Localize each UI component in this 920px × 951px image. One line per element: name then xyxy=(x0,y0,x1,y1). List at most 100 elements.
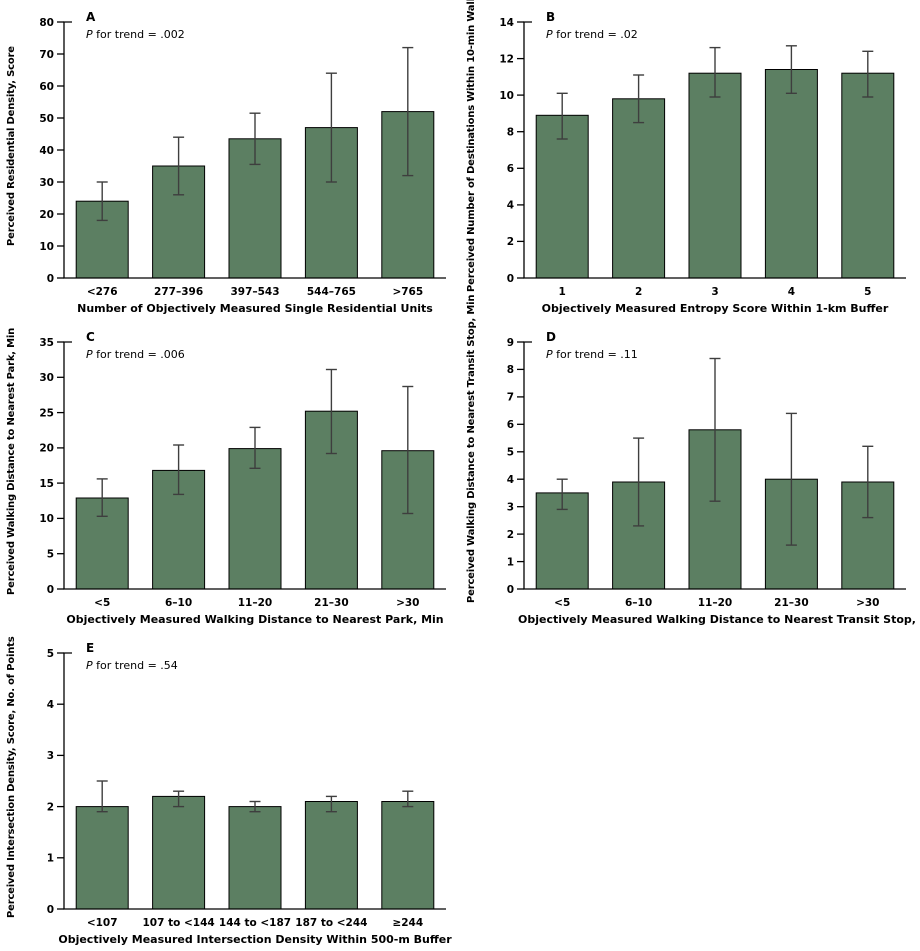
y-tick-label: 2 xyxy=(507,529,514,541)
bar xyxy=(381,801,435,910)
bar xyxy=(152,795,206,910)
y-tick-label: 4 xyxy=(47,699,54,711)
y-axis-title-b: Perceived Number of Destinations Within … xyxy=(466,0,477,292)
y-tick-label: 30 xyxy=(39,372,54,384)
x-tick-label: 3 xyxy=(711,286,718,298)
bar xyxy=(228,806,282,910)
x-tick-label: <5 xyxy=(94,597,110,609)
x-tick-label: 107 to <144 xyxy=(143,917,215,929)
chart-A: <276 277–396 397–543 544–765 >765 0 10 20 30 40 50… xyxy=(39,17,446,298)
y-axis-title-e: Perceived Intersection Density, Score, N… xyxy=(6,636,17,918)
y-tick-label: 8 xyxy=(507,127,514,139)
y-axis-title-d: Perceived Walking Distance to Nearest Tr… xyxy=(466,294,477,603)
x-tick-label: >30 xyxy=(856,597,879,609)
bar xyxy=(841,72,895,279)
x-tick-label: <276 xyxy=(87,286,118,298)
y-tick-label: 20 xyxy=(39,443,54,455)
y-tick-label: 2 xyxy=(47,801,54,813)
y-tick-label: 50 xyxy=(39,113,54,125)
chart-C: <5 6–10 11–20 21–30 >30 0 5 10 15 20 25 30 35 xyxy=(39,337,446,609)
x-tick-label: 4 xyxy=(788,286,795,298)
y-tick-label: 12 xyxy=(499,53,514,65)
y-tick-label: 9 xyxy=(507,337,514,349)
y-tick-label: 40 xyxy=(39,145,54,157)
x-tick-label: 544–765 xyxy=(307,286,356,298)
y-tick-label: 30 xyxy=(39,177,54,189)
x-tick-label: 21–30 xyxy=(314,597,348,609)
y-tick-label: 1 xyxy=(47,853,54,865)
x-axis-title-c: Objectively Measured Walking Distance to… xyxy=(66,613,444,626)
y-tick-label: 60 xyxy=(39,81,54,93)
x-tick-label: 1 xyxy=(559,286,566,298)
panel-d: <5 6–10 11–20 21–30 >30 0 1 2 3 4 5 6 7 8 9 D P for tr… xyxy=(460,294,920,631)
x-tick-label: 11–20 xyxy=(238,597,272,609)
x-tick-label: 11–20 xyxy=(698,597,732,609)
x-tick-label: 277–396 xyxy=(154,286,203,298)
panel-a: <276 277–396 397–543 544–765 >765 0 10 20 30 40 50… xyxy=(0,0,460,320)
y-tick-label: 14 xyxy=(499,17,514,29)
bar xyxy=(612,98,666,279)
y-tick-label: 6 xyxy=(507,163,514,175)
bar xyxy=(228,448,282,590)
x-tick-label: 187 to <244 xyxy=(295,917,367,929)
y-tick-label: 7 xyxy=(507,392,514,404)
y-tick-label: 25 xyxy=(39,407,54,419)
chart-E: <107 107 to <144 144 to <187 187 to <244 ≥24… xyxy=(47,648,446,929)
panel-c: <5 6–10 11–20 21–30 >30 0 5 10 15 20 25 30 35 C P fo… xyxy=(0,320,460,631)
x-axis-title-a: Number of Objectively Measured Single Re… xyxy=(77,302,433,315)
y-tick-label: 35 xyxy=(39,337,54,349)
panel-e: <107 107 to <144 144 to <187 187 to <244 ≥24… xyxy=(0,631,460,951)
x-tick-label: 6–10 xyxy=(625,597,652,609)
x-tick-label: >765 xyxy=(392,286,423,298)
y-tick-label: 3 xyxy=(507,502,514,514)
bar xyxy=(535,114,589,279)
x-tick-label: <107 xyxy=(87,917,118,929)
y-tick-label: 8 xyxy=(507,364,514,376)
y-tick-label: 0 xyxy=(507,584,514,596)
y-tick-label: 0 xyxy=(47,584,54,596)
x-tick-label: 397–543 xyxy=(230,286,279,298)
bar xyxy=(304,801,358,910)
panel-b: 1 2 3 4 5 0 2 4 6 8 10 12 14 B P for trend = .02 Per… xyxy=(460,0,920,320)
axis xyxy=(523,21,906,279)
y-tick-label: 10 xyxy=(499,90,514,102)
x-tick-label: 2 xyxy=(635,286,642,298)
y-tick-label: 0 xyxy=(47,273,54,285)
y-tick-label: 3 xyxy=(47,750,54,762)
y-tick-label: 10 xyxy=(39,241,54,253)
x-tick-label: 5 xyxy=(864,286,871,298)
y-tick-label: 2 xyxy=(507,236,514,248)
chart-D: <5 6–10 11–20 21–30 >30 0 1 2 3 4 5 6 7 8 9 xyxy=(507,337,906,609)
y-tick-label: 5 xyxy=(47,648,54,660)
y-tick-label: 80 xyxy=(39,17,54,29)
y-tick-label: 0 xyxy=(47,904,54,916)
p-for-trend-label-c: P for trend = .006 xyxy=(86,348,185,361)
y-tick-label: 6 xyxy=(507,419,514,431)
p-for-trend-label-b: P for trend = .02 xyxy=(546,28,638,41)
y-axis-title-c: Perceived Walking Distance to Nearest Pa… xyxy=(6,327,17,596)
y-tick-label: 70 xyxy=(39,49,54,61)
x-tick-label: 144 to <187 xyxy=(219,917,291,929)
panel-letter-e: E xyxy=(86,641,95,655)
empty-cell xyxy=(460,631,920,951)
y-tick-label: 10 xyxy=(39,513,54,525)
axis xyxy=(63,341,446,590)
y-tick-label: 5 xyxy=(47,549,54,561)
y-axis-title-a: Perceived Residential Density, Score xyxy=(6,46,17,246)
axis xyxy=(63,652,446,910)
axis xyxy=(523,341,906,590)
y-tick-label: 5 xyxy=(507,447,514,459)
panel-letter-b: B xyxy=(546,10,556,24)
y-tick-label: 4 xyxy=(507,200,514,212)
panel-letter-c: C xyxy=(86,330,95,344)
bar xyxy=(764,69,818,279)
x-axis-title-d: Objectively Measured Walking Distance to… xyxy=(518,613,920,626)
x-tick-label: 6–10 xyxy=(165,597,192,609)
y-tick-label: 15 xyxy=(39,478,54,490)
x-axis-title-b: Objectively Measured Entropy Score Withi… xyxy=(541,302,889,315)
p-for-trend-label-a: P for trend = .002 xyxy=(86,28,185,41)
x-tick-label: ≥244 xyxy=(392,917,423,929)
p-for-trend-label-e: P for trend = .54 xyxy=(86,659,178,672)
